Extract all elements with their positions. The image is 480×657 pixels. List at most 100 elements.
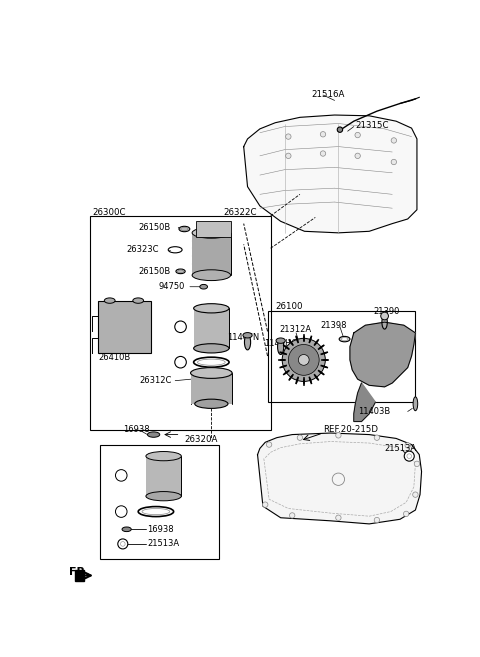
Ellipse shape xyxy=(200,284,207,289)
Circle shape xyxy=(413,492,418,497)
Circle shape xyxy=(374,435,380,440)
Ellipse shape xyxy=(178,270,184,273)
Polygon shape xyxy=(258,433,421,524)
Ellipse shape xyxy=(192,227,230,238)
Circle shape xyxy=(355,153,360,158)
Bar xyxy=(267,311,415,402)
Circle shape xyxy=(337,127,343,132)
Ellipse shape xyxy=(138,507,174,516)
Bar xyxy=(196,221,230,237)
Text: FR.: FR. xyxy=(69,568,89,578)
Ellipse shape xyxy=(180,227,188,231)
Circle shape xyxy=(391,159,396,165)
Ellipse shape xyxy=(276,338,285,344)
Circle shape xyxy=(336,433,341,438)
Circle shape xyxy=(263,502,268,507)
Text: 94750: 94750 xyxy=(158,283,201,291)
Ellipse shape xyxy=(244,334,251,350)
Ellipse shape xyxy=(176,269,185,274)
Circle shape xyxy=(266,442,272,447)
Circle shape xyxy=(381,312,388,320)
Text: REF.20-215D: REF.20-215D xyxy=(323,426,378,434)
Bar xyxy=(191,373,232,404)
Text: 21312A: 21312A xyxy=(279,325,311,334)
Bar xyxy=(193,308,229,348)
Ellipse shape xyxy=(277,339,284,355)
Ellipse shape xyxy=(193,304,229,313)
Polygon shape xyxy=(244,115,417,233)
Ellipse shape xyxy=(147,432,160,438)
Text: ②: ② xyxy=(176,357,185,367)
Ellipse shape xyxy=(197,359,225,365)
Text: 1140HG: 1140HG xyxy=(264,339,298,348)
Circle shape xyxy=(336,515,341,520)
Ellipse shape xyxy=(104,298,115,304)
Circle shape xyxy=(299,355,309,365)
Bar xyxy=(192,233,230,275)
Ellipse shape xyxy=(339,336,350,342)
Circle shape xyxy=(407,454,411,459)
Text: 26300C: 26300C xyxy=(92,208,125,217)
Bar xyxy=(98,301,151,353)
Circle shape xyxy=(118,539,128,549)
Text: 21516A: 21516A xyxy=(312,90,345,99)
Circle shape xyxy=(320,131,326,137)
Circle shape xyxy=(120,541,125,546)
Ellipse shape xyxy=(142,509,170,514)
Circle shape xyxy=(404,451,414,461)
Circle shape xyxy=(116,506,127,517)
Text: ②: ② xyxy=(117,507,126,516)
Bar xyxy=(146,456,181,496)
Circle shape xyxy=(374,517,380,523)
Ellipse shape xyxy=(179,226,190,232)
Circle shape xyxy=(404,511,409,516)
Ellipse shape xyxy=(382,315,387,329)
Ellipse shape xyxy=(122,527,131,532)
Text: 21390: 21390 xyxy=(373,307,399,316)
Circle shape xyxy=(405,443,410,448)
Bar xyxy=(90,216,271,430)
Text: 26320A: 26320A xyxy=(184,435,218,443)
Ellipse shape xyxy=(413,397,418,411)
Circle shape xyxy=(414,461,420,466)
Text: 26410B: 26410B xyxy=(98,353,131,362)
Circle shape xyxy=(297,435,302,440)
Ellipse shape xyxy=(146,491,181,501)
Circle shape xyxy=(320,151,326,156)
Circle shape xyxy=(286,153,291,158)
Ellipse shape xyxy=(243,332,252,338)
Text: 11403B: 11403B xyxy=(358,407,390,416)
Text: 21513A: 21513A xyxy=(147,539,180,549)
Ellipse shape xyxy=(195,399,228,409)
Polygon shape xyxy=(75,570,84,581)
Ellipse shape xyxy=(193,357,229,367)
Ellipse shape xyxy=(193,344,229,353)
Circle shape xyxy=(289,512,295,518)
Text: 21398: 21398 xyxy=(320,321,347,330)
Text: ①: ① xyxy=(117,470,126,480)
Circle shape xyxy=(391,138,396,143)
Text: 21315C: 21315C xyxy=(355,120,389,129)
Text: 16938: 16938 xyxy=(123,426,149,434)
Circle shape xyxy=(175,321,186,332)
Text: 26150B: 26150B xyxy=(138,267,170,276)
Text: 26322C: 26322C xyxy=(223,208,256,217)
Text: ①: ① xyxy=(176,322,185,332)
Text: 21513A: 21513A xyxy=(384,444,417,453)
Polygon shape xyxy=(354,383,375,422)
Text: 26323C: 26323C xyxy=(127,245,159,254)
Circle shape xyxy=(175,357,186,368)
Text: 26100: 26100 xyxy=(275,302,303,311)
Ellipse shape xyxy=(341,338,348,340)
Ellipse shape xyxy=(191,367,232,378)
Text: 1140FN: 1140FN xyxy=(227,333,259,342)
Bar xyxy=(100,445,219,558)
Circle shape xyxy=(282,338,325,382)
Text: 26150B: 26150B xyxy=(138,223,170,232)
Circle shape xyxy=(355,132,360,138)
Text: 26312C: 26312C xyxy=(140,376,172,385)
Polygon shape xyxy=(350,322,415,387)
Circle shape xyxy=(116,470,127,481)
Circle shape xyxy=(288,344,319,375)
Ellipse shape xyxy=(192,270,230,281)
